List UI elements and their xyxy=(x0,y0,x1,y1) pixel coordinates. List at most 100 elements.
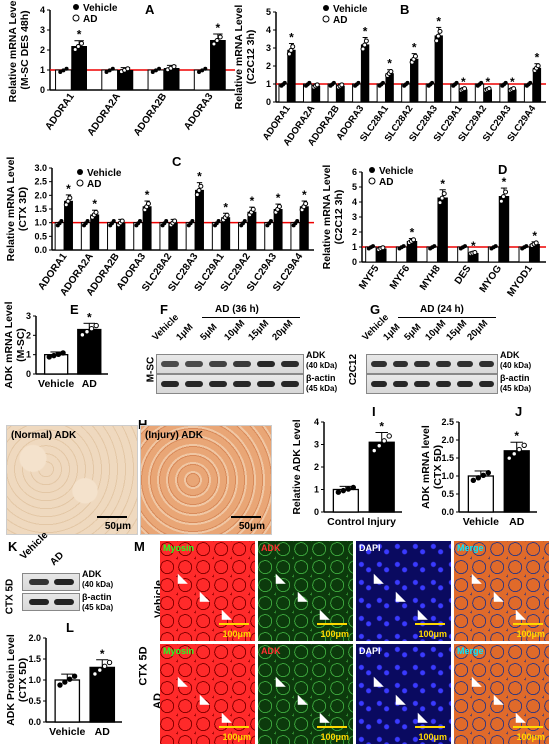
band xyxy=(209,361,227,367)
blot-side-label: C2C12 xyxy=(348,353,360,386)
data-point xyxy=(101,663,108,670)
x-tick-label: AD xyxy=(82,378,98,390)
legend-marker-ad xyxy=(368,177,376,185)
data-point-vehicle xyxy=(295,219,300,224)
data-point-vehicle xyxy=(59,219,64,224)
y-tick-label: 1 xyxy=(40,65,45,75)
panel-label: D xyxy=(498,162,507,177)
x-tick-label: ADORA3 xyxy=(182,91,215,132)
bar-ad xyxy=(529,244,540,262)
data-point-ad xyxy=(67,195,73,201)
data-point-ad xyxy=(172,218,178,224)
arrowhead-icon: ◣ xyxy=(494,692,504,706)
data-point-vehicle xyxy=(242,219,247,224)
data-point-vehicle xyxy=(110,66,115,71)
data-point-ad xyxy=(290,44,296,50)
significance-star: * xyxy=(250,194,255,208)
panel-label: E xyxy=(70,302,79,317)
y-axis-sublabel: (M-SC) xyxy=(15,328,27,362)
lane-label: 5μM xyxy=(198,321,220,343)
chart-i: I 0 1 2 3 4 Relative ADK Level Control * Injury xyxy=(291,404,402,528)
data-point-ad xyxy=(462,86,468,92)
bar-ad xyxy=(168,222,178,250)
arrowhead-icon: ◣ xyxy=(374,674,384,688)
scale-bar xyxy=(513,726,543,728)
data-point xyxy=(516,446,522,453)
x-tick-label: MYF5 xyxy=(357,263,382,292)
band xyxy=(281,381,299,387)
arrowhead-icon: ◣ xyxy=(320,607,330,621)
scale-label: 100μm xyxy=(418,732,447,742)
y-tick-label: 4 xyxy=(40,5,45,15)
band xyxy=(414,361,430,367)
panel-g: G AD (24 h) Vehicle 1μM 5μM 10μM 15μM 20μM C2… xyxy=(340,300,550,400)
data-point-ad xyxy=(217,34,223,40)
data-point-ad xyxy=(314,82,320,88)
data-point xyxy=(67,676,73,682)
significance-star: * xyxy=(502,175,507,189)
y-tick-label: 1 xyxy=(314,485,319,495)
significance-star: * xyxy=(302,188,307,202)
blot-adk xyxy=(366,354,498,374)
arrowhead-icon: ◣ xyxy=(320,710,330,724)
arrowhead-icon: ◣ xyxy=(298,692,308,706)
bar-ad xyxy=(142,206,152,250)
data-point-vehicle xyxy=(268,219,273,224)
blot-actin xyxy=(22,593,80,611)
data-point-vehicle xyxy=(197,70,202,74)
chart-c: C 0.0 0.5 1.0 1.5 2.0 2.5 3.0 Relative mRNA Leve… xyxy=(5,154,314,298)
blot-side-label: M-SC xyxy=(145,356,157,383)
micrograph-vehicle-dapi: DAPI 100μm ◣ ◣ ◣ xyxy=(356,541,451,641)
y-tick-label: 0 xyxy=(26,369,31,379)
y-tick-label: 2 xyxy=(266,61,271,71)
band xyxy=(54,599,74,605)
lane-label: 1μM xyxy=(174,321,196,343)
y-tick-label: 5 xyxy=(352,182,357,192)
data-point-vehicle xyxy=(524,244,529,249)
y-tick-label: 0 xyxy=(314,507,319,517)
bar-ad xyxy=(247,211,257,250)
data-point-vehicle xyxy=(137,219,142,224)
band-kda-adk: (40 kDa) xyxy=(500,361,532,370)
legend-marker-ad xyxy=(72,14,80,22)
data-point-ad xyxy=(360,46,366,52)
data-point-ad xyxy=(250,206,256,212)
y-axis-label: Relative mRNA Level xyxy=(321,165,333,270)
data-point-vehicle xyxy=(61,68,66,73)
data-point-vehicle xyxy=(462,244,467,249)
micrograph-ad-merge: Merge 100μm ◣ ◣ ◣ xyxy=(454,644,549,744)
data-point-ad xyxy=(500,194,506,200)
data-point-ad xyxy=(380,245,386,251)
panel-k: K Vehicle AD CTX 5D ADK (40 kDa) β-actin… xyxy=(0,530,130,620)
significance-star: * xyxy=(223,200,228,214)
data-point-ad xyxy=(441,191,447,197)
y-tick-label: 2.0 xyxy=(441,435,454,445)
data-point xyxy=(60,350,66,356)
data-point-vehicle xyxy=(58,70,63,74)
y-tick-label: 1 xyxy=(352,242,357,252)
data-point-vehicle xyxy=(493,244,498,249)
bar-injury xyxy=(368,441,395,513)
legend-marker-vehicle xyxy=(369,167,375,173)
band-kda-actin: (45 kDa) xyxy=(82,603,114,612)
channel-label: Myosin xyxy=(163,646,195,656)
chart-b: B 0 1 2 3 4 5 Relative mRNA Level (C2C12 3h) Vehi… xyxy=(233,2,546,148)
significance-star: * xyxy=(410,225,415,239)
panel-j: J 0.0 0.5 1.0 1.5 2.0 2.5 ADK mRNA level (CTX 5D… xyxy=(415,400,550,535)
panel-label: M xyxy=(134,539,145,554)
lane-label: 15μM xyxy=(246,318,272,343)
significance-star: * xyxy=(471,239,476,253)
y-axis-label: ADK mRNA Level xyxy=(3,301,15,388)
chart-j: J 0.0 0.5 1.0 1.5 2.0 2.5 ADK mRNA level (CTX 5D… xyxy=(420,404,537,528)
bar-ad xyxy=(483,89,492,102)
x-tick-label: Vehicle xyxy=(49,726,85,738)
bar-ad xyxy=(221,217,231,250)
data-point-vehicle xyxy=(164,219,169,224)
data-point-ad xyxy=(78,40,84,46)
bar-ad xyxy=(299,206,309,250)
scale-label: 100μm xyxy=(320,732,349,742)
data-point-ad xyxy=(211,41,217,47)
band xyxy=(185,381,203,387)
data-point xyxy=(485,470,492,476)
side-label: CTX 5D xyxy=(137,646,150,686)
